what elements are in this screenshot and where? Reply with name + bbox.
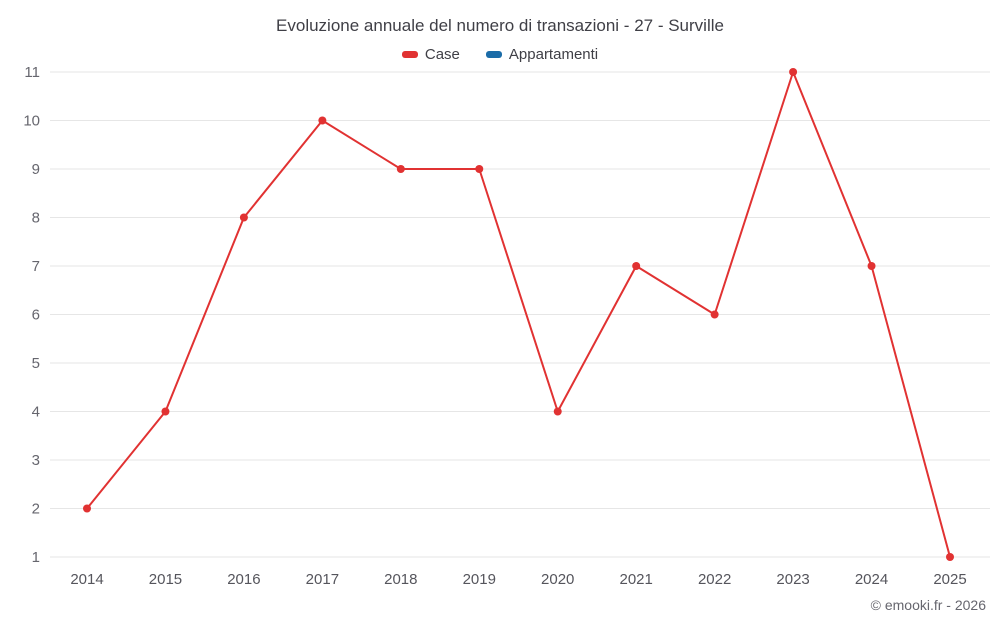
chart-legend: Case Appartamenti	[0, 46, 1000, 63]
x-axis-tick-label: 2020	[541, 571, 574, 588]
x-axis-tick-label: 2016	[227, 571, 260, 588]
x-axis-tick-label: 2021	[619, 571, 652, 588]
data-point[interactable]	[946, 553, 954, 561]
x-axis-tick-label: 2022	[698, 571, 731, 588]
data-point[interactable]	[239, 213, 248, 222]
x-axis-tick-label: 2025	[933, 571, 966, 588]
x-axis-tick-label: 2018	[384, 571, 417, 588]
y-axis-tick-label: 8	[32, 210, 40, 227]
x-axis-tick-label: 2023	[776, 571, 809, 588]
data-point[interactable]	[789, 68, 798, 76]
series-line-case	[86, 71, 951, 558]
legend-swatch	[485, 51, 502, 58]
data-point[interactable]	[867, 262, 876, 270]
data-point[interactable]	[318, 116, 327, 125]
data-point[interactable]	[396, 165, 405, 173]
data-point[interactable]	[632, 262, 641, 270]
data-point[interactable]	[710, 310, 719, 319]
y-axis-tick-label: 7	[32, 258, 40, 275]
x-axis-tick-label: 2014	[70, 571, 103, 588]
legend-swatch	[401, 51, 418, 58]
legend-item-case[interactable]: Case	[401, 46, 460, 63]
y-axis-tick-label: 4	[32, 404, 40, 421]
y-axis-tick-label: 1	[32, 549, 40, 566]
y-axis-tick-label: 2	[32, 501, 40, 518]
data-point[interactable]	[83, 504, 91, 513]
y-axis-tick-label: 10	[23, 113, 40, 130]
y-axis-tick-label: 5	[32, 355, 40, 372]
x-axis-tick-label: 2015	[149, 571, 182, 588]
legend-item-appartamenti[interactable]: Appartamenti	[485, 46, 599, 63]
y-axis-tick-label: 6	[32, 307, 40, 324]
legend-label-appartamenti: Appartamenti	[508, 46, 599, 63]
x-axis-tick-label: 2019	[463, 571, 496, 588]
data-point[interactable]	[475, 165, 484, 173]
y-axis-tick-label: 3	[32, 452, 40, 469]
chart-title: Evoluzione annuale del numero di transaz…	[276, 16, 724, 35]
data-point[interactable]	[553, 407, 562, 416]
x-axis-tick-label: 2017	[306, 571, 339, 588]
chart-footer-credit: © emooki.fr - 2026	[870, 597, 986, 613]
legend-label-case: Case	[424, 46, 460, 63]
x-axis-tick-label: 2024	[855, 571, 888, 588]
y-axis-tick-label: 11	[24, 64, 40, 81]
y-axis-tick-label: 9	[32, 161, 40, 178]
data-point[interactable]	[161, 407, 170, 416]
